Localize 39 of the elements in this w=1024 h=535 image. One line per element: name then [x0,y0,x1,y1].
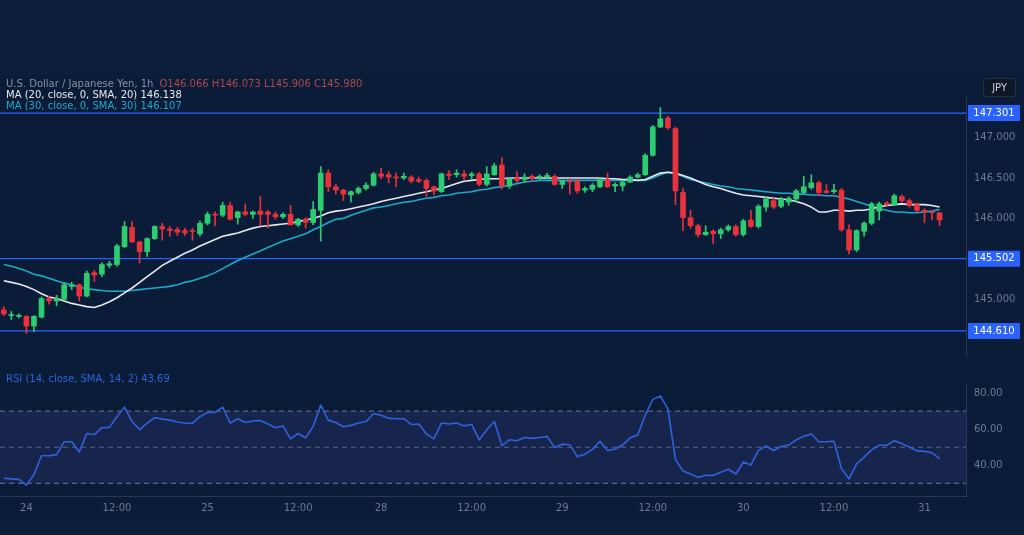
x-tick-label: 12:00 [102,501,132,513]
candlestick [468,171,475,180]
x-tick-label: 12:00 [819,501,849,513]
candlestick [929,209,935,221]
text: RSI (14, close, SMA, 14, 2) 43.69 [6,373,170,384]
text: O146.066 H146.073 L145.906 C145.980 [159,78,363,89]
candlestick [612,182,618,193]
candlestick [831,184,837,194]
x-tick-label: 28 [374,501,388,513]
chart-title: U.S. Dollar / Japanese Yen, 1h [6,78,154,89]
candlestick [159,222,166,241]
text: JPY [983,78,1016,97]
text: MA (20, close, 0, SMA, 20) 146.138 [6,89,183,100]
text: MA (30, close, 0, SMA, 30) 146.107 [6,100,183,111]
y-tick-label: 80.00 [974,386,1003,398]
ref-line-label: 145.502 [973,252,1015,264]
candlestick [461,170,467,181]
candlestick [710,229,717,244]
ref-line-label: 144.610 [973,324,1015,336]
candlestick [8,311,15,320]
ref-line-label: 147.301 [973,106,1015,118]
candlestick [514,171,520,184]
x-tick-label: 24 [20,501,33,513]
y-tick-label: 60.00 [974,422,1003,434]
candlestick [265,209,271,229]
x-tick-label: 30 [737,501,750,513]
y-tick-label: 146.500 [974,171,1016,183]
x-tick-label: 12:00 [457,501,487,513]
x-tick-label: 12:00 [283,501,313,513]
y-tick-label: 146.000 [974,212,1016,223]
y-tick-label: 40.00 [974,458,1003,470]
x-tick-label: 25 [201,501,214,513]
y-tick-label: 147.000 [974,131,1016,143]
y-tick-label: 145.000 [974,292,1016,304]
x-tick-label: 31 [918,501,931,513]
candlestick [166,226,173,237]
x-tick-label: 29 [555,501,569,513]
x-tick-label: 12:00 [638,501,668,513]
candlestick [446,170,452,180]
